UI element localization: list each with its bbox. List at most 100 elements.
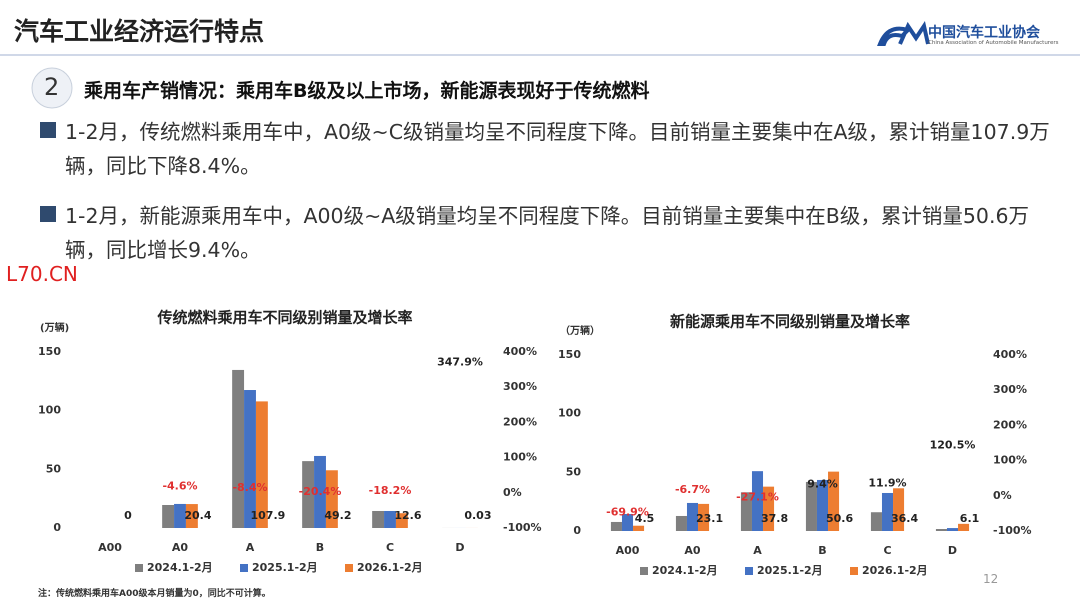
y2-tick-label: 200% [503,415,537,428]
chart-title: 传统燃料乘用车不同级别销量及增长率 [156,309,412,327]
growth-label: -6.7% [675,483,710,496]
data-label: 0.03 [464,509,491,522]
legend-swatch [240,564,248,572]
y-tick-label: 100 [38,404,61,417]
growth-label: 347.9% [437,355,483,368]
legend-swatch [640,567,648,575]
legend-label: 2025.1-2月 [757,564,823,577]
legend-label: 2026.1-2月 [862,564,928,577]
bullet-text: 1-2月，传统燃料乘用车中，A0级~C级销量均呈不同程度下降。目前销量主要集中在… [65,120,1050,178]
y-tick-label: 50 [46,462,62,475]
logo-icon [877,20,930,46]
bar [698,503,710,531]
bullet-icon [40,122,56,138]
growth-label: -27.1% [736,490,779,503]
section-number: 2 [44,73,60,101]
data-label: 107.9 [251,509,286,522]
growth-label: -69.9% [606,505,649,518]
y2-tick-label: 200% [993,418,1027,431]
bar [302,461,315,528]
data-label: 4.5 [635,512,655,525]
bar [314,455,326,528]
bar [893,488,905,531]
y2-tick-label: 100% [993,454,1027,467]
bar [244,390,256,528]
bar [162,505,175,528]
y-tick-label: 50 [566,465,582,478]
bar [751,471,764,531]
y-tick-label: 0 [573,524,581,537]
bar [621,513,634,531]
y2-tick-label: -100% [993,524,1032,537]
logo-sub: China Association of Automobile Manufact… [928,40,1059,46]
bar [870,512,882,531]
y-tick-label: 150 [558,348,581,361]
bar [805,481,817,531]
growth-label: -18.2% [369,484,412,497]
x-tick-label: A [246,541,255,554]
bullet-text: 1-2月，新能源乘用车中，A00级~A级销量均呈不同程度下降。目前销量主要集中在… [65,204,1029,262]
bar [633,525,645,531]
x-tick-label: B [316,541,324,554]
y2-tick-label: 0% [993,489,1012,502]
growth-label: 9.4% [807,477,838,490]
growth-label: 120.5% [930,438,976,451]
bullet-icon [40,206,56,222]
data-label: 37.8 [761,512,788,525]
bar [384,510,396,528]
bar [325,470,338,528]
data-label: 50.6 [826,512,853,525]
page-number: 12 [983,572,999,586]
bar [675,515,687,531]
bar [816,479,829,531]
x-tick-label: B [818,544,826,557]
y-tick-label: 0 [53,521,61,534]
y2-tick-label: 300% [503,380,537,393]
x-tick-label: A0 [172,541,189,554]
legend-swatch [745,567,753,575]
bar [395,513,408,528]
x-tick-label: A00 [616,544,640,557]
x-tick-label: D [455,541,464,554]
x-tick-label: C [386,541,394,554]
bar [958,523,970,531]
bar [232,369,245,528]
bar [946,528,959,531]
y2-tick-label: -100% [503,521,542,534]
bar [828,471,840,531]
bar [185,504,198,528]
bar [174,503,186,528]
y2-tick-label: 0% [503,486,522,499]
x-tick-label: A00 [98,541,122,554]
bar [610,521,622,531]
growth-label: 11.9% [868,477,906,490]
bar [881,492,894,531]
growth-label: -8.4% [232,481,267,494]
growth-label: -20.4% [299,485,342,498]
bar [372,510,385,528]
bar [686,502,699,531]
y-tick-label: 100 [558,407,581,420]
data-label: 12.6 [394,509,421,522]
legend-swatch [345,564,353,572]
section-heading: 乘用车产销情况：乘用车B级及以上市场，新能源表现好于传统燃料 [84,80,650,102]
data-label: 0 [124,509,132,522]
y2-tick-label: 300% [993,383,1027,396]
x-tick-label: D [948,544,957,557]
divider [0,54,1080,56]
y2-tick-label: 400% [993,348,1027,361]
slide-title: 汽车工业经济运行特点 [14,17,265,46]
bar [740,492,752,531]
growth-label: -4.6% [162,479,197,492]
logo-name: 中国汽车工业协会 [928,25,1040,41]
y-tick-label: 150 [38,345,61,358]
footnote: 注：传统燃料乘用车A00级本月销量为0，同比不可计算。 [38,589,271,599]
x-tick-label: C [883,544,891,557]
data-label: 23.1 [696,512,723,525]
bar [935,529,947,531]
legend-swatch [850,567,858,575]
legend-label: 2024.1-2月 [652,564,718,577]
bar [255,401,268,528]
bar [763,486,775,531]
